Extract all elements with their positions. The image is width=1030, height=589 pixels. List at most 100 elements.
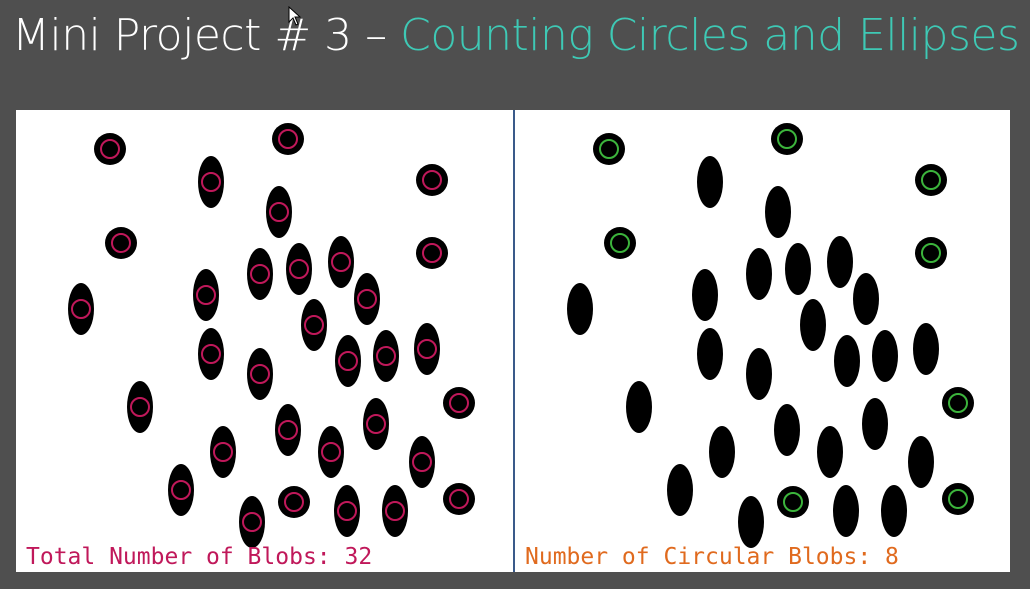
circle-blob bbox=[278, 486, 310, 518]
circle-blob bbox=[416, 164, 448, 196]
ellipse-blob bbox=[247, 248, 273, 300]
slide-title: Mini Project # 3 – Counting Circles and … bbox=[12, 6, 1020, 66]
detection-marker bbox=[196, 285, 216, 305]
ellipse-blob bbox=[800, 299, 826, 351]
circle-blob bbox=[443, 483, 475, 515]
detection-marker bbox=[599, 139, 619, 159]
detection-marker bbox=[321, 442, 341, 462]
detection-marker bbox=[449, 489, 469, 509]
ellipse-blob bbox=[210, 426, 236, 478]
circle-blob bbox=[94, 133, 126, 165]
ellipse-blob bbox=[318, 426, 344, 478]
circle-blob bbox=[416, 237, 448, 269]
circle-blob bbox=[771, 123, 803, 155]
detection-marker bbox=[366, 414, 386, 434]
mouse-cursor-icon bbox=[288, 6, 302, 26]
detection-marker bbox=[422, 170, 442, 190]
ellipse-blob bbox=[266, 186, 292, 238]
circle-blob bbox=[593, 133, 625, 165]
detection-marker bbox=[201, 344, 221, 364]
ellipse-blob bbox=[881, 485, 907, 537]
detection-marker bbox=[278, 129, 298, 149]
detection-marker bbox=[412, 452, 432, 472]
ellipse-blob bbox=[692, 269, 718, 321]
panel-divider bbox=[513, 110, 515, 572]
circular-blobs-caption: Number of Circular Blobs: 8 bbox=[525, 544, 899, 570]
ellipse-blob bbox=[127, 381, 153, 433]
ellipse-blob bbox=[697, 156, 723, 208]
detection-marker bbox=[71, 299, 91, 319]
all-blobs-canvas bbox=[68, 123, 475, 548]
ellipse-blob bbox=[239, 496, 265, 548]
ellipse-blob bbox=[247, 348, 273, 400]
ellipse-blob bbox=[834, 335, 860, 387]
detection-marker bbox=[422, 243, 442, 263]
detection-marker bbox=[385, 501, 405, 521]
detection-marker bbox=[284, 492, 304, 512]
ellipse-blob bbox=[862, 398, 888, 450]
ellipse-blob bbox=[817, 426, 843, 478]
ellipse-blob bbox=[168, 464, 194, 516]
ellipse-blob bbox=[827, 236, 853, 288]
detection-marker bbox=[449, 393, 469, 413]
circle-blob bbox=[915, 237, 947, 269]
detection-marker bbox=[201, 172, 221, 192]
detection-marker bbox=[289, 259, 309, 279]
ellipse-blob bbox=[334, 485, 360, 537]
ellipse-blob bbox=[785, 243, 811, 295]
ellipse-blob bbox=[567, 283, 593, 335]
detection-marker bbox=[357, 289, 377, 309]
detection-marker bbox=[100, 139, 120, 159]
ellipse-blob bbox=[198, 328, 224, 380]
ellipse-blob bbox=[709, 426, 735, 478]
circle-blob bbox=[777, 486, 809, 518]
circle-blob bbox=[443, 387, 475, 419]
ellipse-blob bbox=[286, 243, 312, 295]
detection-marker bbox=[921, 170, 941, 190]
total-blobs-caption: Total Number of Blobs: 32 bbox=[26, 544, 373, 570]
detection-marker bbox=[304, 315, 324, 335]
circular-blobs-panel: Number of Circular Blobs: 8 bbox=[515, 110, 1010, 572]
detection-marker bbox=[948, 489, 968, 509]
ellipse-blob bbox=[746, 348, 772, 400]
detection-marker bbox=[921, 243, 941, 263]
slide-title-accent: Counting Circles and Ellipses bbox=[400, 10, 1020, 61]
detection-marker bbox=[250, 364, 270, 384]
ellipse-blob bbox=[872, 330, 898, 382]
ellipse-blob bbox=[382, 485, 408, 537]
ellipse-blob bbox=[853, 273, 879, 325]
ellipse-blob bbox=[335, 335, 361, 387]
ellipse-blob bbox=[275, 404, 301, 456]
ellipse-blob bbox=[746, 248, 772, 300]
detection-marker bbox=[250, 264, 270, 284]
circular-blobs-canvas bbox=[567, 123, 974, 548]
ellipse-blob bbox=[373, 330, 399, 382]
detection-marker bbox=[777, 129, 797, 149]
ellipse-blob bbox=[193, 269, 219, 321]
detection-marker bbox=[331, 252, 351, 272]
ellipse-blob bbox=[354, 273, 380, 325]
ellipse-blob bbox=[301, 299, 327, 351]
detection-marker bbox=[337, 501, 357, 521]
ellipse-blob bbox=[68, 283, 94, 335]
ellipse-blob bbox=[697, 328, 723, 380]
ellipse-blob bbox=[833, 485, 859, 537]
detection-marker bbox=[269, 202, 289, 222]
detection-marker bbox=[242, 512, 262, 532]
ellipse-blob bbox=[774, 404, 800, 456]
all-blobs-panel: Total Number of Blobs: 32 bbox=[16, 110, 513, 572]
detection-marker bbox=[213, 442, 233, 462]
ellipse-blob bbox=[414, 323, 440, 375]
ellipse-blob bbox=[626, 381, 652, 433]
ellipse-blob bbox=[328, 236, 354, 288]
detection-marker bbox=[171, 480, 191, 500]
circle-blob bbox=[105, 227, 137, 259]
ellipse-blob bbox=[409, 436, 435, 488]
detection-marker bbox=[111, 233, 131, 253]
circle-blob bbox=[942, 387, 974, 419]
detection-marker bbox=[278, 420, 298, 440]
ellipse-blob bbox=[363, 398, 389, 450]
detection-marker bbox=[948, 393, 968, 413]
detection-marker bbox=[783, 492, 803, 512]
ellipse-blob bbox=[738, 496, 764, 548]
